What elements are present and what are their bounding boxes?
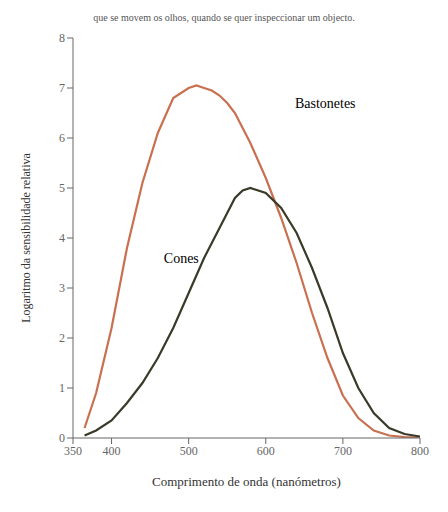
svg-text:500: 500 bbox=[180, 444, 198, 458]
svg-text:Comprimento de onda (nanómetro: Comprimento de onda (nanómetros) bbox=[152, 474, 341, 489]
svg-text:4: 4 bbox=[59, 231, 65, 245]
svg-text:1: 1 bbox=[59, 381, 65, 395]
svg-text:800: 800 bbox=[411, 444, 429, 458]
svg-text:350: 350 bbox=[64, 444, 82, 458]
svg-text:Logaritmo da sensibilidade rel: Logaritmo da sensibilidade relativa bbox=[19, 153, 33, 323]
svg-text:2: 2 bbox=[59, 331, 65, 345]
svg-text:Bastonetes: Bastonetes bbox=[295, 96, 356, 111]
svg-text:700: 700 bbox=[334, 444, 352, 458]
svg-text:8: 8 bbox=[59, 31, 65, 45]
svg-text:Cones: Cones bbox=[164, 251, 199, 266]
svg-text:0: 0 bbox=[59, 431, 65, 445]
svg-text:5: 5 bbox=[59, 181, 65, 195]
svg-text:6: 6 bbox=[59, 131, 65, 145]
svg-text:3: 3 bbox=[59, 281, 65, 295]
svg-text:7: 7 bbox=[59, 81, 65, 95]
html-text:que se movem os olhos, quando: que se movem os olhos, quando se quer in… bbox=[93, 12, 355, 23]
svg-text:400: 400 bbox=[103, 444, 121, 458]
svg-text:600: 600 bbox=[257, 444, 275, 458]
